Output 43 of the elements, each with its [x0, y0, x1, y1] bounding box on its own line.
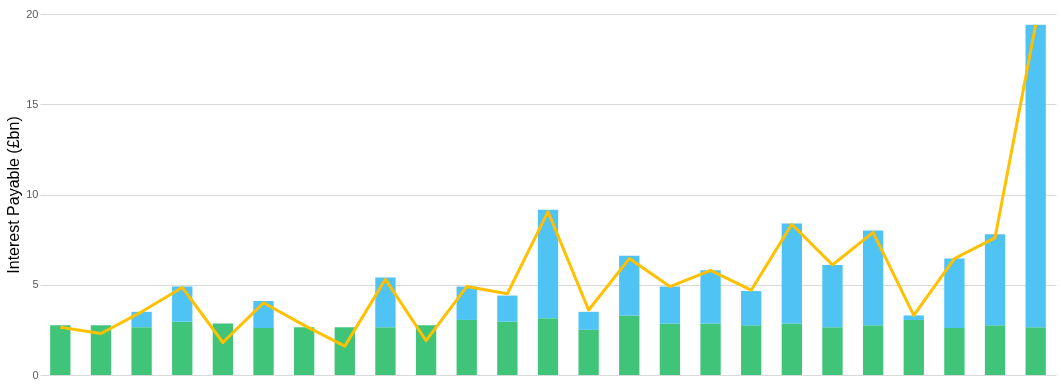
line-series	[58, 23, 1038, 348]
y-tick-label: 0	[32, 368, 39, 381]
bar	[984, 234, 1006, 326]
bar	[741, 325, 762, 375]
bar	[537, 209, 559, 319]
bar	[537, 318, 559, 375]
bar	[90, 325, 112, 375]
bar	[1025, 327, 1046, 375]
bar	[659, 286, 681, 324]
bar	[741, 291, 762, 326]
y-tick-label: 20	[26, 7, 39, 20]
bar	[131, 327, 152, 375]
bar	[781, 323, 802, 375]
bar	[903, 315, 924, 320]
y-tick-label: 10	[26, 188, 39, 200]
bar	[497, 321, 518, 375]
bar	[944, 258, 965, 329]
bar	[944, 328, 965, 375]
y-axis-title: Interest Payable (£bn)	[5, 116, 23, 274]
bar	[781, 223, 802, 324]
bar	[456, 319, 477, 375]
y-tick-label: 15	[26, 97, 39, 110]
bar	[619, 255, 640, 316]
y-tick-label: 5	[32, 278, 39, 291]
bar	[822, 327, 843, 375]
bar	[862, 325, 884, 375]
bar	[903, 319, 924, 375]
bar	[619, 315, 640, 375]
bar	[172, 321, 193, 375]
bar	[294, 327, 315, 375]
bar	[1025, 24, 1046, 328]
bar	[50, 325, 71, 375]
bar	[578, 311, 599, 330]
bar	[659, 323, 681, 375]
bar	[497, 295, 518, 322]
bar	[253, 328, 274, 375]
bar	[578, 329, 599, 375]
bar	[984, 325, 1006, 375]
bar	[862, 230, 884, 326]
bar	[822, 264, 843, 328]
bar	[375, 327, 396, 375]
bar	[700, 270, 721, 324]
bar	[700, 323, 721, 375]
